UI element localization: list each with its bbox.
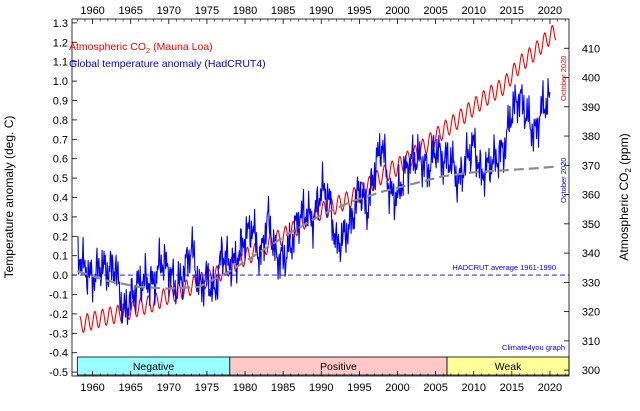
y-left-tick-label-4: 0.9 [53, 95, 68, 107]
y-left-tick-label-9: 0.4 [53, 193, 68, 205]
x-tick-label-bottom-12: 2020 [538, 382, 562, 394]
y-left-tick-label-12: 0.1 [53, 251, 68, 263]
y-right-tick-label-0: 410 [582, 43, 600, 55]
x-tick-label-bottom-3: 1975 [195, 382, 219, 394]
y-right-tick-label-3: 380 [582, 131, 600, 143]
october-2020-temp-annotation: October 2020 [559, 158, 568, 203]
x-tick-label-top-3: 1975 [195, 5, 219, 17]
x-tick-label-top-12: 2020 [538, 5, 562, 17]
phase-label-weak: Weak [495, 361, 522, 373]
x-tick-label-bottom-11: 2015 [500, 382, 524, 394]
y-right-tick-label-11: 300 [582, 365, 600, 377]
left-axis-label: Temperature anomaly (deg. C) [2, 116, 16, 279]
y-left-tick-label-3: 1.0 [53, 76, 68, 88]
y-left-tick-label-7: 0.6 [53, 154, 68, 166]
x-tick-label-bottom-4: 1980 [233, 382, 257, 394]
x-tick-label-bottom-8: 2000 [385, 382, 409, 394]
x-tick-label-top-7: 1995 [347, 5, 371, 17]
y-left-tick-label-10: 0.3 [53, 212, 68, 224]
y-left-tick-label-16: -0.3 [49, 328, 68, 340]
x-tick-label-top-8: 2000 [385, 5, 409, 17]
x-tick-label-bottom-2: 1970 [157, 382, 181, 394]
reference-line-label: HADCRUT average 1961-1990 [452, 263, 556, 272]
y-left-tick-label-8: 0.5 [53, 173, 68, 185]
x-tick-label-top-4: 1980 [233, 5, 257, 17]
x-tick-label-top-2: 1970 [157, 5, 181, 17]
y-right-tick-label-5: 360 [582, 190, 600, 202]
phase-label-negative: Negative [133, 361, 175, 373]
y-left-tick-label-0: 1.3 [53, 18, 68, 30]
y-right-tick-label-1: 400 [582, 73, 600, 85]
x-tick-label-top-9: 2005 [423, 5, 447, 17]
y-left-tick-label-5: 0.8 [53, 115, 68, 127]
x-tick-label-top-11: 2015 [500, 5, 524, 17]
x-tick-label-bottom-0: 1960 [80, 382, 104, 394]
legend-temperature: Global temperature anomaly (HadCRUT4) [69, 58, 266, 70]
x-tick-label-bottom-1: 1965 [118, 382, 142, 394]
x-tick-label-top-6: 1990 [309, 5, 333, 17]
y-right-tick-label-4: 370 [582, 160, 600, 172]
x-tick-label-bottom-10: 2010 [461, 382, 485, 394]
y-right-tick-label-6: 350 [582, 219, 600, 231]
y-left-tick-label-18: -0.5 [49, 367, 68, 379]
x-tick-label-top-1: 1965 [118, 5, 142, 17]
x-tick-label-top-0: 1960 [80, 5, 104, 17]
x-tick-label-bottom-5: 1985 [271, 382, 295, 394]
x-tick-label-top-5: 1985 [271, 5, 295, 17]
credit-annotation: Climate4you graph [502, 343, 565, 352]
y-left-tick-label-6: 0.7 [53, 134, 68, 146]
legend: Atmospheric CO2 (Mauna Loa) Global tempe… [69, 41, 266, 70]
y-right-tick-label-7: 340 [582, 248, 600, 260]
y-left-tick-label-15: -0.2 [49, 309, 68, 321]
y-right-tick-label-2: 390 [582, 102, 600, 114]
y-left-tick-label-17: -0.4 [49, 348, 68, 360]
y-right-tick-label-9: 320 [582, 307, 600, 319]
y-left-tick-label-11: 0.2 [53, 231, 68, 243]
x-tick-label-bottom-7: 1995 [347, 382, 371, 394]
series-line-2 [76, 165, 558, 290]
y-left-tick-label-14: -0.1 [49, 290, 68, 302]
series-line-1 [77, 78, 551, 325]
axes: 1960 1960 1965 1965 1970 1970 1975 1975 1980 1980… [49, 5, 600, 394]
y-right-tick-label-8: 330 [582, 277, 600, 289]
legend-co2: Atmospheric CO2 (Mauna Loa) [69, 41, 213, 55]
phase-bands: Negative Positive Weak [76, 356, 570, 376]
y-right-tick-label-10: 310 [582, 336, 600, 348]
x-tick-label-top-10: 2010 [461, 5, 485, 17]
right-axis-label: Atmospheric CO2 (ppm) [617, 133, 633, 260]
x-tick-label-bottom-6: 1990 [309, 382, 333, 394]
october-2020-co2-annotation: October 2020 [559, 56, 568, 101]
series-lines [76, 24, 558, 333]
y-left-tick-label-13: 0.0 [53, 270, 68, 282]
y-left-tick-label-2: 1.1 [53, 57, 68, 69]
y-left-tick-label-1: 1.2 [53, 37, 68, 49]
x-tick-label-bottom-9: 2005 [423, 382, 447, 394]
phase-label-positive: Positive [320, 361, 357, 373]
